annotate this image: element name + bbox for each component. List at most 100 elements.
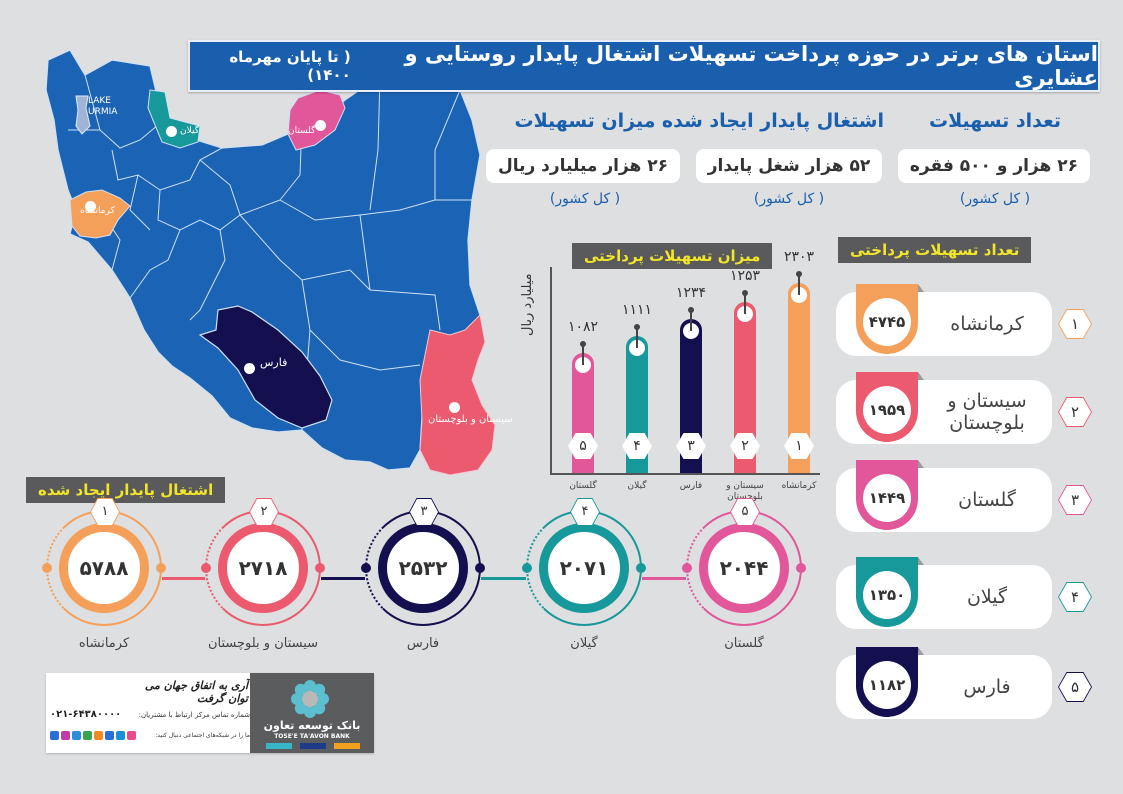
bar-value-label: ۱۰۸۲ bbox=[567, 319, 599, 335]
ranking-row[interactable]: ۱۱۸۲ فارس bbox=[836, 647, 1052, 719]
employment-node[interactable]: ۲۷۱۸ ۲ سیستان و بلوچستان bbox=[201, 498, 325, 651]
footer-phone-row: ۰۲۱-۶۴۳۸۰۰۰۰ شماره تماس مرکز ارتباط با م… bbox=[50, 709, 250, 720]
bar-category-label: گیلان bbox=[627, 481, 647, 491]
employment-dot-left bbox=[201, 563, 211, 573]
employment-province-name: کرمانشاه bbox=[78, 636, 130, 651]
ranking-value: ۱۴۴۹ bbox=[863, 474, 911, 522]
employment-dot-right bbox=[796, 563, 806, 573]
ranking-rank-badge: ۵ bbox=[1058, 672, 1092, 702]
ranking-province-name: کرمانشاه bbox=[950, 313, 1024, 335]
ranking-ribbon: ۱۴۴۹ bbox=[856, 460, 924, 530]
ranking-value: ۱۹۵۹ bbox=[863, 386, 911, 434]
bar-pin bbox=[582, 345, 584, 365]
bar-chart-ylabel: میلیارد ریال bbox=[520, 273, 535, 337]
ranking-province-name: سیستان و بلوچستان bbox=[947, 390, 1027, 434]
bank-name-en: TOSE'E TA'AVON BANK bbox=[274, 733, 350, 740]
bar[interactable]: ۱۲۵۳ ۲ bbox=[730, 268, 760, 473]
kpi-note: ( کل کشور) bbox=[753, 191, 825, 207]
social-icons bbox=[50, 731, 136, 740]
employment-value: ۲۵۳۲ bbox=[378, 523, 468, 613]
instagram-icon[interactable] bbox=[50, 731, 59, 740]
map-kermanshah bbox=[69, 189, 131, 239]
footer-social-label: ما را در شبکه‌های اجتماعی دنبال کنید: bbox=[155, 732, 250, 739]
ranking-rank-number: ۲ bbox=[1059, 398, 1091, 426]
bar-rank-badge: ۳ bbox=[676, 433, 706, 459]
employment-rank-number: ۳ bbox=[410, 499, 438, 525]
bar[interactable]: ۱۱۱۱ ۴ bbox=[622, 302, 652, 473]
ranking-rank-number: ۱ bbox=[1059, 310, 1091, 338]
employment-node[interactable]: ۵۷۸۸ ۱ کرمانشاه bbox=[42, 498, 166, 651]
ranking-ribbon: ۴۷۴۵ bbox=[856, 284, 924, 354]
y-axis bbox=[550, 267, 552, 475]
ranking-province-name: گلستان bbox=[958, 489, 1016, 511]
bar-value-label: ۲۳۰۳ bbox=[783, 249, 815, 265]
employment-value: ۲۰۷۱ bbox=[539, 523, 629, 613]
employment-value: ۵۷۸۸ bbox=[59, 523, 149, 613]
iran-map: LAKE URMIA گیلان گلستان کرمانشاه فارس سی… bbox=[40, 30, 513, 510]
employment-province-name: گیلان bbox=[570, 636, 598, 651]
bar-value-label: ۱۲۵۳ bbox=[729, 268, 761, 284]
stripe-navy bbox=[300, 743, 326, 749]
employment-province-name: فارس bbox=[406, 636, 440, 651]
ranking-ribbon: ۱۳۵۰ bbox=[856, 557, 924, 627]
bar-value-label: ۱۲۳۴ bbox=[675, 285, 707, 301]
employment-connector bbox=[162, 577, 205, 580]
ranking-value: ۱۳۵۰ bbox=[863, 571, 911, 619]
kpi-value: ۵۲ هزار شغل پایدار bbox=[695, 149, 883, 183]
employment-connector bbox=[321, 577, 365, 580]
map-fars bbox=[198, 305, 333, 429]
bar[interactable]: ۲۳۰۳ ۱ bbox=[784, 249, 814, 473]
bale-icon[interactable] bbox=[72, 731, 81, 740]
ranking-ribbon: ۱۱۸۲ bbox=[856, 647, 924, 717]
soroush-icon[interactable] bbox=[83, 731, 92, 740]
footer-banner: آری به اتفاق جهان می توان گرفت ۰۲۱-۶۴۳۸۰… bbox=[46, 673, 374, 753]
igap-icon[interactable] bbox=[105, 731, 114, 740]
bar-pin bbox=[798, 275, 800, 295]
kpi-title: تعداد تسهیلات bbox=[929, 110, 1061, 132]
employment-rank-number: ۵ bbox=[731, 499, 759, 525]
eitaa-icon[interactable] bbox=[94, 731, 103, 740]
ranking-rank-badge: ۴ bbox=[1058, 582, 1092, 612]
employment-rank-number: ۴ bbox=[571, 499, 599, 525]
employment-node[interactable]: ۲۰۷۱ ۴ گیلان bbox=[522, 498, 646, 651]
employment-dot-left bbox=[42, 563, 52, 573]
telegram-icon[interactable] bbox=[61, 731, 70, 740]
bar-rank-badge: ۴ bbox=[622, 433, 652, 459]
rubika-icon[interactable] bbox=[116, 731, 125, 740]
ranking-row[interactable]: ۴۷۴۵ کرمانشاه bbox=[836, 284, 1052, 356]
ranking-row[interactable]: ۱۳۵۰ گیلان bbox=[836, 557, 1052, 629]
employment-dot-left bbox=[522, 563, 532, 573]
bar-pin bbox=[690, 311, 692, 331]
employment-node[interactable]: ۲۵۳۲ ۳ فارس bbox=[361, 498, 485, 651]
bank-stripes bbox=[266, 743, 360, 749]
ranking-value: ۴۷۴۵ bbox=[863, 298, 911, 346]
bar-category-label: گلستان bbox=[569, 481, 597, 491]
employment-dot-left bbox=[361, 563, 371, 573]
province-borders bbox=[68, 74, 472, 431]
employment-connector bbox=[642, 577, 686, 580]
employment-province-name: سیستان و بلوچستان bbox=[207, 636, 319, 651]
bar-pin-dot bbox=[796, 271, 802, 277]
ranking-row[interactable]: ۱۴۴۹ گلستان bbox=[836, 460, 1052, 532]
ranking-rank-number: ۳ bbox=[1059, 486, 1091, 514]
kpi-value: ۲۶ هزار میلیارد ریال bbox=[485, 149, 680, 183]
footer-phone[interactable]: ۰۲۱-۶۴۳۸۰۰۰۰ bbox=[50, 709, 122, 720]
ranking-ribbon: ۱۹۵۹ bbox=[856, 372, 924, 442]
employment-dot-right bbox=[156, 563, 166, 573]
ranking-rank-badge: ۳ bbox=[1058, 485, 1092, 515]
ranking-row[interactable]: ۱۹۵۹ سیستان و بلوچستان bbox=[836, 372, 1052, 444]
footer-social-row: ما را در شبکه‌های اجتماعی دنبال کنید: bbox=[50, 731, 250, 740]
employment-node[interactable]: ۲۰۴۴ ۵ گلستان bbox=[682, 498, 806, 651]
gap-icon[interactable] bbox=[127, 731, 136, 740]
golestan-dot bbox=[315, 120, 326, 131]
ranking-province-name: فارس bbox=[963, 676, 1011, 698]
sistan-dot bbox=[449, 402, 460, 413]
employment-dot-right bbox=[636, 563, 646, 573]
stripe-orange bbox=[334, 743, 360, 749]
kpi-facility-amount: میزان تسهیلات ۲۶ هزار میلیارد ریال ( کل … bbox=[485, 105, 680, 207]
bar[interactable]: ۱۰۸۲ ۵ bbox=[568, 319, 598, 473]
bar[interactable]: ۱۲۳۴ ۳ bbox=[676, 285, 706, 473]
employment-value: ۲۰۴۴ bbox=[699, 523, 789, 613]
employment-title: اشتغال پایدار ایجاد شده bbox=[26, 477, 226, 503]
employment-rank-number: ۱ bbox=[91, 499, 119, 525]
